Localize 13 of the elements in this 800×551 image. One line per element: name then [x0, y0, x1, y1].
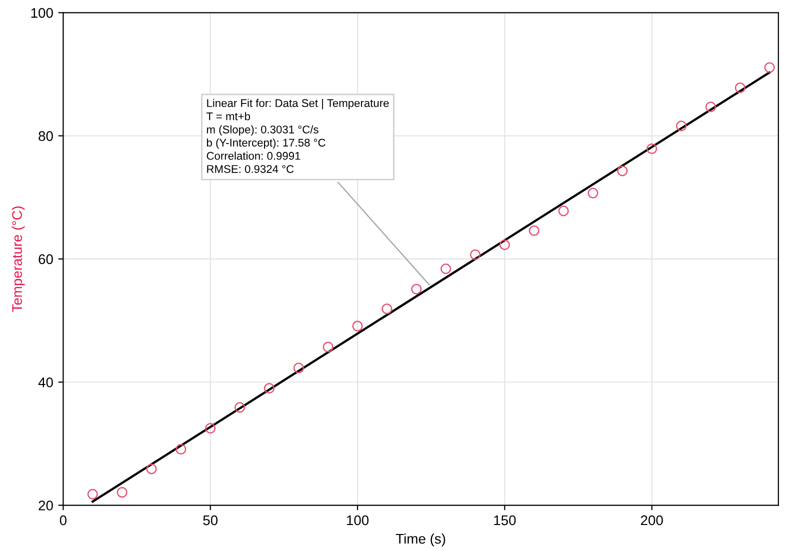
y-tick-label: 100: [31, 8, 53, 18]
y-tick-label: 60: [38, 254, 53, 264]
x-tick-label: 100: [346, 515, 369, 526]
x-axis-title: Time (s): [396, 533, 446, 546]
x-tick-label: 200: [640, 515, 663, 526]
annotation: Linear Fit for: Data Set | Temperature T = mt+b m (Slope): 0.3031 °C/s b (Y-Intercept): 17.58 °C Correlation: 0.9991 RMSE: 0.9324 °C: [206, 98, 389, 173]
x-tick-label: 0: [60, 515, 67, 526]
x-tick-label: 50: [203, 515, 218, 526]
y-tick-label: 20: [38, 500, 53, 510]
y-axis-title: Temperature (°C): [12, 206, 25, 312]
y-tick-label: 40: [38, 377, 53, 388]
x-tick-label: 150: [494, 515, 516, 526]
y-tick-label: 80: [38, 131, 53, 141]
